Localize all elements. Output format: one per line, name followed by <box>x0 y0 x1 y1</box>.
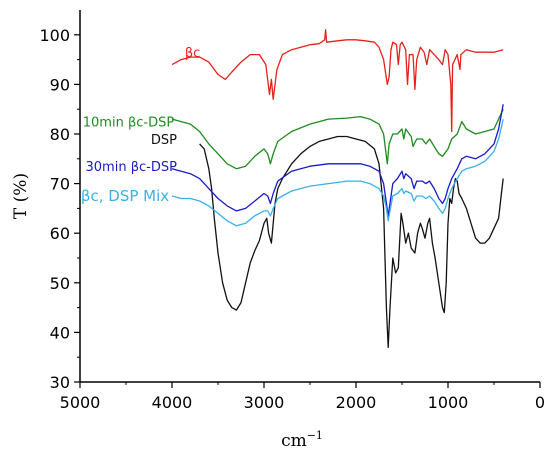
x-axis-title: cm−1 <box>281 429 323 451</box>
x-tick-label-0: 0 <box>535 393 545 412</box>
plot-lines <box>171 29 504 348</box>
series-labels: βc 10min βc-DSP DSP 30min βc-DSP βc, DSP Mix <box>81 46 200 205</box>
axes: 5000 4000 3000 2000 1000 0 30 40 50 60 70 80 90 100 <box>39 10 545 412</box>
series-line-3 <box>171 104 504 217</box>
y-tick-label-100: 100 <box>39 26 70 45</box>
x-tick-label-5000: 5000 <box>60 393 101 412</box>
x-tick-label-3000: 3000 <box>244 393 285 412</box>
y-tick-label-90: 90 <box>50 75 70 94</box>
x-tick-label-4000: 4000 <box>152 393 193 412</box>
series-line-0 <box>171 29 504 133</box>
series-label-2: DSP <box>151 133 177 148</box>
x-tick-label-1000: 1000 <box>428 393 469 412</box>
series-line-4 <box>171 118 504 227</box>
series-line-1 <box>171 108 504 170</box>
y-tick-label-40: 40 <box>50 323 70 342</box>
y-tick-label-80: 80 <box>50 125 70 144</box>
y-tick-label-60: 60 <box>50 224 70 243</box>
series-label-3: 30min βc-DSP <box>86 160 178 175</box>
y-axis-title: T (%) <box>11 173 31 219</box>
x-tick-label-2000: 2000 <box>336 393 377 412</box>
x-axis-title-unit: cm <box>281 431 307 451</box>
series-label-4: βc, DSP Mix <box>81 187 169 205</box>
series-label-0: βc <box>185 46 200 61</box>
y-tick-label-30: 30 <box>50 373 70 392</box>
x-axis-title-exponent: −1 <box>307 429 323 442</box>
y-tick-label-70: 70 <box>50 175 70 194</box>
series-label-1: 10min βc-DSP <box>83 116 175 131</box>
y-tick-label-50: 50 <box>50 274 70 293</box>
